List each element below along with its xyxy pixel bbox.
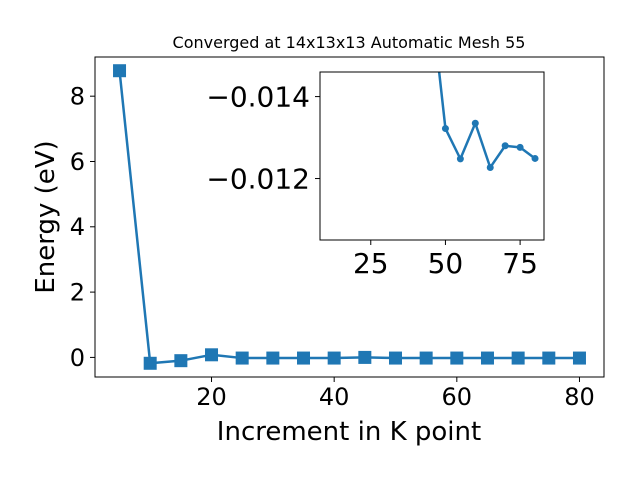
data-point — [450, 351, 464, 365]
axes-frame — [94, 56, 605, 378]
data-point — [531, 154, 539, 162]
y-tick-label: −0.014 — [206, 80, 310, 113]
x-tick-label: 40 — [319, 383, 350, 411]
data-point — [471, 119, 479, 127]
data-point — [572, 351, 586, 365]
data-point — [388, 351, 402, 365]
data-point — [327, 351, 341, 365]
data-point — [205, 348, 219, 362]
data-point — [441, 125, 449, 133]
x-tick-label: 80 — [564, 383, 595, 411]
y-tick-label: 4 — [70, 213, 85, 241]
y-tick-label: 2 — [70, 279, 85, 307]
data-point — [297, 351, 311, 365]
data-point — [174, 354, 188, 368]
main-plot-area: 20 40 60 80 0 2 4 6 8 — [70, 56, 605, 411]
y-tick-label: 8 — [70, 83, 85, 111]
data-point — [486, 163, 494, 171]
y-axis-label: Energy (eV) — [31, 140, 61, 293]
data-point — [266, 351, 280, 365]
series-line — [118, 70, 580, 365]
y-tick-label: −0.012 — [206, 162, 310, 195]
data-point — [235, 351, 249, 365]
data-point — [516, 143, 524, 151]
data-point — [542, 351, 556, 365]
x-tick-label: 25 — [353, 247, 389, 280]
x-tick-label: 50 — [428, 247, 464, 280]
x-tick-label: 20 — [196, 383, 227, 411]
data-point — [501, 142, 509, 150]
inset-plot-area: 25 50 75 −0.014 −0.012 — [206, 71, 545, 280]
x-axis-label: Increment in K point — [217, 417, 481, 447]
x-tick-label: 60 — [442, 383, 473, 411]
data-point — [358, 350, 372, 364]
data-point — [419, 351, 433, 365]
data-point — [480, 351, 494, 365]
chart-title: Converged at 14x13x13 Automatic Mesh 55 — [173, 33, 526, 52]
inset-background — [320, 72, 544, 240]
data-point — [511, 351, 525, 365]
y-tick-label: 0 — [70, 344, 85, 372]
x-tick-label: 75 — [502, 247, 538, 280]
axes-frame — [319, 71, 545, 241]
data-point — [456, 155, 464, 163]
y-tick-label: 6 — [70, 148, 85, 176]
data-point — [113, 64, 127, 78]
data-point — [143, 356, 157, 370]
